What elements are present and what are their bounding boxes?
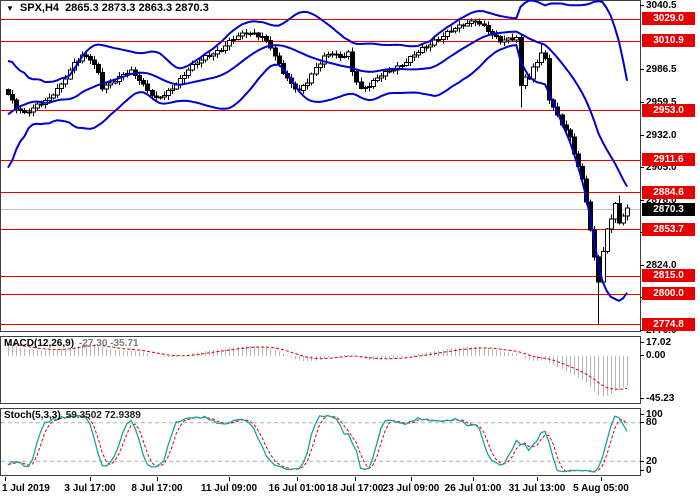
time-axis[interactable]: 1 Jul 2019 3 Jul 17:00 8 Jul 17:00 11 Jul 0… — [0, 477, 641, 500]
price-tick-label: 2986.5 — [640, 64, 677, 75]
chart-title-bar: ▼ SPX,H4 2865.3 2873.3 2863.3 2870.3 — [6, 2, 209, 14]
price-tick-label: 2905.0 — [640, 162, 677, 173]
time-tick-mark — [5, 477, 6, 481]
time-tick-label: 26 Jul 01:00 — [444, 483, 502, 494]
time-tick-label: 16 Jul 01:00 — [268, 483, 326, 494]
price-tick-label: 2824.0 — [640, 260, 677, 271]
time-tick-mark — [90, 477, 91, 481]
price-tick-label: 2878.0 — [640, 195, 677, 206]
level-price-label: 2911.6 — [642, 153, 695, 167]
macd-header: MACD(12,26,9) -27.30 -35.71 — [4, 338, 139, 349]
time-tick-label: 8 Jul 17:00 — [131, 483, 183, 494]
macd-signal-line — [7, 343, 628, 390]
stochastic-header: Stoch(5,3,3) 59.3502 72.9389 — [4, 410, 141, 421]
time-tick-mark — [473, 477, 474, 481]
level-price-label: 3029.0 — [642, 12, 695, 26]
price-tick-label: 0 — [640, 465, 652, 476]
stochastic-signal-line — [7, 415, 628, 472]
time-tick-label: 1 Jul 2019 — [2, 483, 50, 494]
level-price-label: 2774.8 — [642, 317, 695, 331]
macd-values: -27.30 -35.71 — [79, 338, 139, 349]
price-tick-label: 3040.5 — [640, 0, 677, 11]
time-tick-label: 31 Jul 13:00 — [508, 483, 566, 494]
time-tick-label: 18 Jul 17:00 — [326, 483, 384, 494]
price-tick-label: 17.02 — [640, 337, 671, 348]
stochastic-label: Stoch(5,3,3) — [4, 410, 61, 421]
bollinger-band-line — [7, 0, 629, 84]
stochastic-main-line — [7, 414, 628, 473]
time-tick-mark — [537, 477, 538, 481]
main-price-chart[interactable] — [0, 0, 641, 332]
level-price-label: 2884.6 — [642, 185, 695, 199]
symbol-dropdown-icon[interactable]: ▼ — [6, 3, 14, 13]
level-price-label: 2815.0 — [642, 269, 695, 283]
level-price-label: 2853.7 — [642, 222, 695, 236]
level-price-label: 3010.9 — [642, 34, 695, 48]
time-tick-label: 11 Jul 09:00 — [200, 483, 258, 494]
bollinger-band-line — [7, 44, 628, 303]
time-tick-label: 23 Jul 09:00 — [382, 483, 440, 494]
price-tick-label: 2959.5 — [640, 97, 677, 108]
symbol-label: SPX,H4 — [19, 2, 60, 14]
price-tick-label: -45.23 — [640, 393, 674, 404]
price-tick-label: 2932.0 — [640, 130, 677, 141]
stochastic-values: 59.3502 72.9389 — [65, 410, 141, 421]
time-tick-label: 3 Jul 17:00 — [64, 483, 116, 494]
macd-label: MACD(12,26,9) — [4, 338, 75, 349]
current-price-label: 2870.3 — [642, 202, 695, 216]
quote-ohlc: 2865.3 2873.3 2863.3 2870.3 — [65, 2, 209, 14]
bollinger-band-line — [7, 30, 628, 188]
price-tick-label: 80 — [640, 417, 657, 428]
time-tick-label: 5 Aug 05:00 — [573, 483, 629, 494]
time-tick-mark — [157, 477, 158, 481]
price-tick-label: 100 — [640, 409, 663, 420]
price-axis[interactable]: 3040.52986.52959.52932.02905.02878.02851… — [640, 0, 700, 500]
macd-indicator-panel[interactable] — [0, 336, 641, 404]
time-tick-mark — [297, 477, 298, 481]
time-tick-mark — [411, 477, 412, 481]
time-tick-mark — [229, 477, 230, 481]
price-tick-label: 20 — [640, 456, 657, 467]
time-tick-mark — [601, 477, 602, 481]
level-price-label: 2953.0 — [642, 103, 695, 117]
price-tick-label: 0.00 — [640, 350, 665, 361]
stochastic-indicator-panel[interactable] — [0, 408, 641, 476]
time-tick-mark — [355, 477, 356, 481]
level-price-label: 2800.0 — [642, 287, 695, 301]
